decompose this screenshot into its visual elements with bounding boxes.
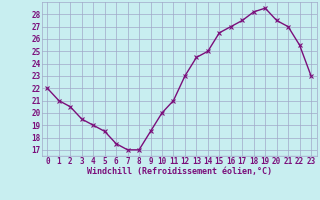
X-axis label: Windchill (Refroidissement éolien,°C): Windchill (Refroidissement éolien,°C) — [87, 167, 272, 176]
